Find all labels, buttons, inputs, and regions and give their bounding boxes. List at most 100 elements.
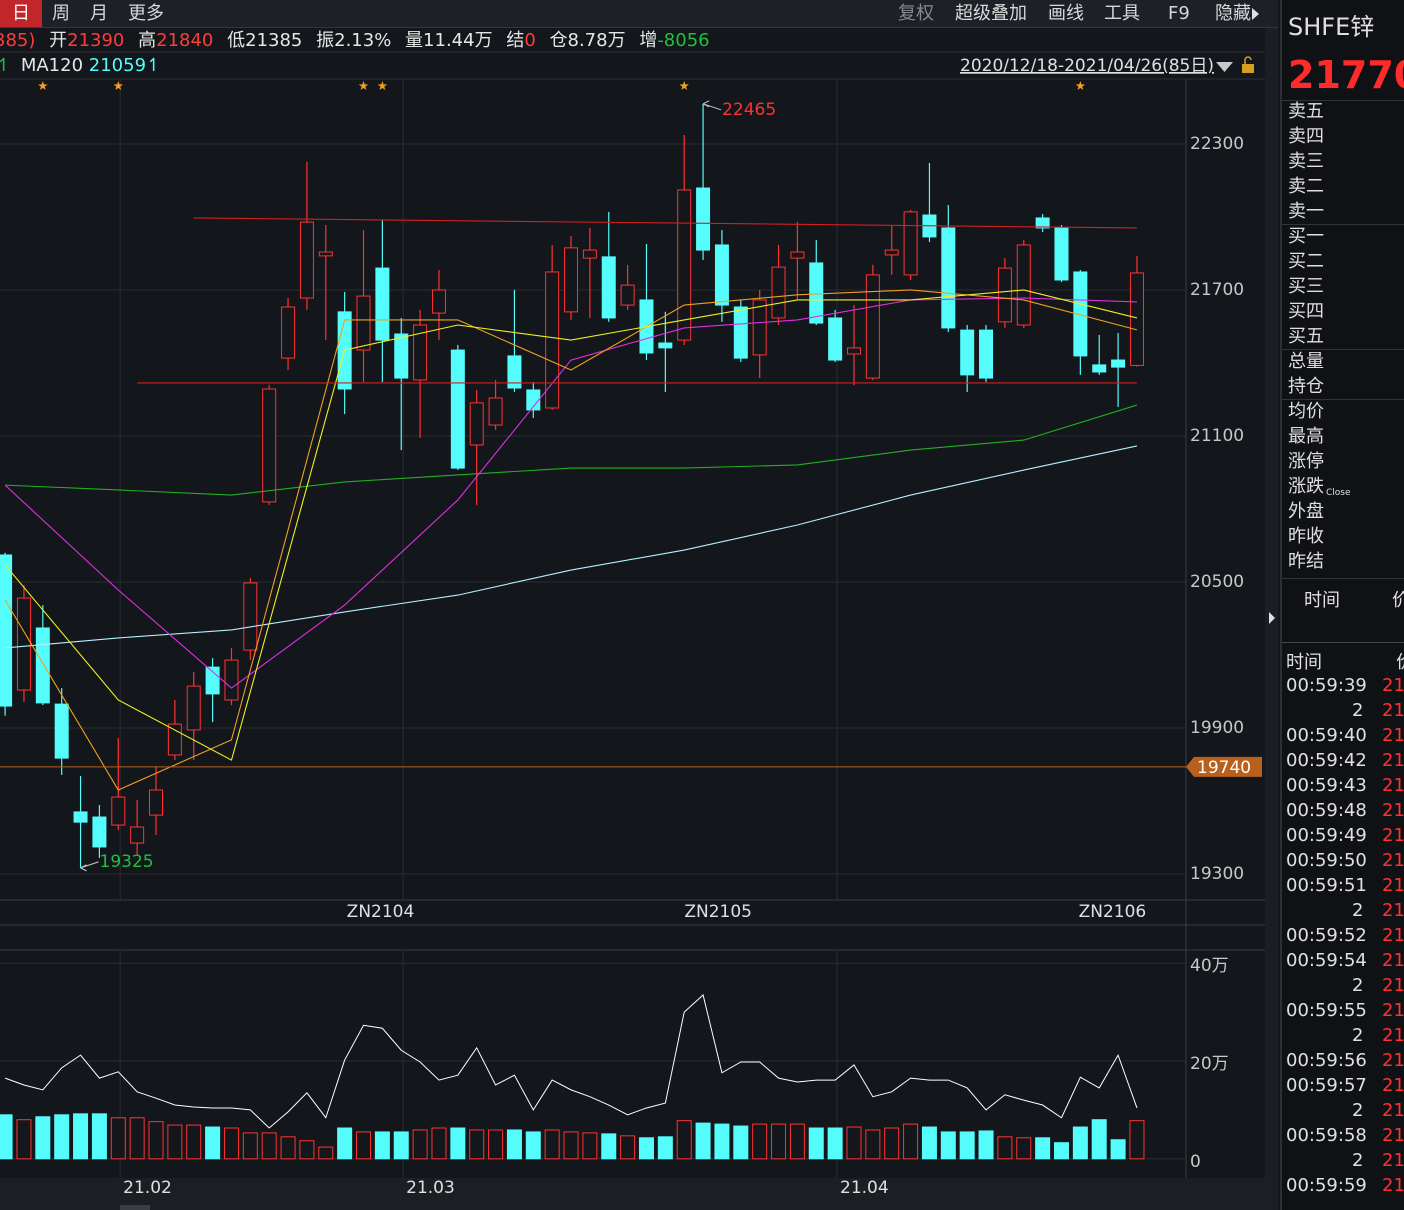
candle-body bbox=[846, 347, 861, 355]
quote-label: 买四 bbox=[1288, 301, 1324, 322]
candle-body bbox=[601, 256, 616, 319]
volume-bar bbox=[129, 1117, 145, 1160]
scrollbar bbox=[0, 1178, 1265, 1210]
tick-time: 2 bbox=[1352, 700, 1364, 721]
candle-body bbox=[941, 227, 956, 329]
annotation-leader bbox=[80, 861, 99, 872]
event-star bbox=[113, 81, 124, 91]
tick-price: 21 bbox=[1382, 1000, 1404, 1021]
volume-bar bbox=[374, 1131, 390, 1160]
ma-label: MA120 bbox=[20, 55, 84, 76]
y-tick-label: 20万 bbox=[1190, 1054, 1229, 1074]
tick-price: 21 bbox=[1382, 700, 1404, 721]
info-label: 结 bbox=[506, 30, 525, 51]
tick-time: 00:59:40 bbox=[1286, 725, 1367, 746]
tick-price: 21 bbox=[1382, 800, 1404, 821]
candle-body bbox=[281, 306, 296, 359]
tool-button[interactable]: 工具 bbox=[1104, 3, 1140, 24]
candle-body bbox=[431, 289, 446, 314]
candle-body bbox=[224, 659, 239, 701]
indicator-line bbox=[193, 217, 1137, 229]
candle-body bbox=[0, 554, 13, 707]
candle-body bbox=[469, 402, 484, 446]
volume-bar bbox=[16, 1119, 32, 1160]
volume-bar bbox=[601, 1133, 617, 1160]
candle-body bbox=[413, 324, 428, 381]
volume-bar bbox=[1016, 1137, 1032, 1160]
volume-bar bbox=[506, 1129, 522, 1160]
expand-arrow[interactable] bbox=[1269, 612, 1275, 624]
candle-body bbox=[545, 271, 560, 409]
info-value: 21390 bbox=[67, 30, 125, 51]
volume-bar bbox=[488, 1129, 504, 1160]
volume-bar bbox=[865, 1129, 881, 1160]
quote-label: 均价 bbox=[1288, 401, 1324, 422]
hide-arrow bbox=[1252, 8, 1259, 20]
lock-icon[interactable] bbox=[1242, 64, 1254, 73]
candle-body bbox=[884, 249, 899, 256]
tool-button[interactable]: F9 bbox=[1168, 3, 1190, 24]
candle-body bbox=[73, 811, 88, 823]
candle-body bbox=[16, 597, 31, 691]
candle-body bbox=[149, 789, 164, 816]
tab-day[interactable]: 日 bbox=[0, 0, 42, 27]
volume-bar bbox=[808, 1127, 824, 1160]
volume-bar bbox=[431, 1127, 447, 1160]
info-label: 开 bbox=[49, 30, 68, 51]
tick-time: 2 bbox=[1352, 900, 1364, 921]
info-label: 高 bbox=[138, 30, 157, 51]
volume-bar bbox=[789, 1123, 805, 1160]
x-tick-label: 21.03 bbox=[406, 1178, 455, 1198]
x-tick-label: ZN2104 bbox=[347, 902, 415, 922]
candle-body bbox=[752, 299, 767, 356]
tab[interactable]: 时间 bbox=[1304, 590, 1340, 611]
volume-bar bbox=[223, 1127, 239, 1160]
chart-area: 19300 19900 20500 21100 21700 22300 ZN2104 ZN21… bbox=[0, 51, 1278, 1210]
info-value: 低21385 bbox=[227, 30, 303, 51]
candle-body bbox=[582, 249, 597, 259]
quote-label: 总量 bbox=[1288, 351, 1324, 372]
toolbar: 日 周 月 更多 复权 超级叠加 画线 工具 F9 隐藏 bbox=[0, 0, 1278, 28]
tool-button[interactable]: 复权 bbox=[898, 3, 934, 24]
volume-bar bbox=[261, 1132, 277, 1160]
candle-body bbox=[375, 267, 390, 341]
candle-body bbox=[658, 342, 673, 349]
candle-body bbox=[865, 274, 880, 379]
tool-button[interactable]: 画线 bbox=[1048, 3, 1084, 24]
tick-price: 21 bbox=[1382, 900, 1404, 921]
quote-label: 卖二 bbox=[1288, 176, 1324, 197]
candle-body bbox=[620, 284, 635, 306]
table-header: 价 bbox=[1396, 650, 1404, 676]
dropdown-arrow[interactable] bbox=[1216, 62, 1233, 72]
tick-time: 00:59:55 bbox=[1286, 1000, 1367, 1021]
tab-month[interactable]: 月 bbox=[90, 3, 108, 24]
tick-time: 00:59:58 bbox=[1286, 1125, 1367, 1146]
volume-bar bbox=[1129, 1120, 1145, 1160]
tick-time: 00:59:57 bbox=[1286, 1075, 1367, 1096]
volume-bar bbox=[242, 1132, 258, 1160]
tick-time: 2 bbox=[1352, 1150, 1364, 1171]
y-tick-label: 21100 bbox=[1190, 426, 1244, 446]
tool-button[interactable]: 隐藏 bbox=[1215, 3, 1251, 24]
volume-bar bbox=[695, 1122, 711, 1160]
volume-bar bbox=[35, 1116, 51, 1160]
scroll-thumb[interactable] bbox=[120, 1205, 150, 1210]
volume-bar bbox=[903, 1123, 919, 1160]
candle-body bbox=[790, 251, 805, 259]
y-tick-label: 21700 bbox=[1190, 280, 1244, 300]
quote-label: 买五 bbox=[1288, 326, 1324, 347]
info-label: 增 bbox=[639, 30, 658, 51]
tab[interactable]: 价 bbox=[1392, 590, 1404, 611]
date-range[interactable]: 2020/12/18-2021/04/26(85日) bbox=[960, 56, 1214, 76]
quote-label: 持仓 bbox=[1288, 376, 1324, 397]
x-tick-label: ZN2106 bbox=[1079, 902, 1147, 922]
tool-button[interactable]: 超级叠加 bbox=[955, 3, 1027, 24]
tab-more[interactable]: 更多 bbox=[128, 3, 164, 24]
candle-body bbox=[960, 329, 975, 376]
volume-bar bbox=[1053, 1142, 1069, 1160]
separator bbox=[1282, 349, 1404, 350]
tab-week[interactable]: 周 bbox=[52, 3, 70, 24]
event-star bbox=[1075, 81, 1086, 91]
candle-body bbox=[1054, 227, 1069, 281]
quote-label: 卖三 bbox=[1288, 151, 1324, 172]
